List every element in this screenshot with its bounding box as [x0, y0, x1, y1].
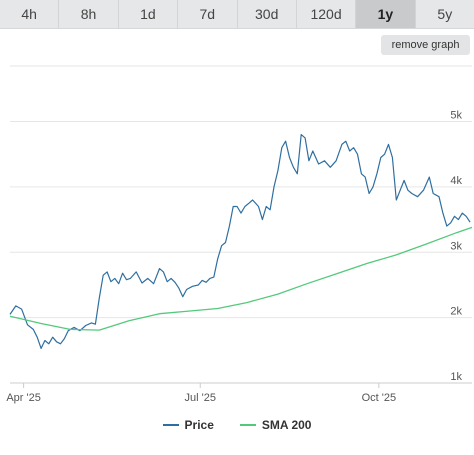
tab-120d[interactable]: 120d: [297, 0, 357, 28]
tab-7d[interactable]: 7d: [178, 0, 238, 28]
tab-8h[interactable]: 8h: [59, 0, 119, 28]
tab-5y[interactable]: 5y: [437, 6, 453, 22]
chart-legend: Price SMA 200: [0, 418, 474, 432]
tab-4h[interactable]: 4h: [0, 0, 60, 28]
x-tick-label: Apr '25: [6, 392, 41, 404]
sma-swatch: [239, 424, 256, 426]
y-tick-label: 3k: [450, 240, 462, 252]
price-chart: 1k 2k 3k 4k 5k Apr '25 Jul '25 Oct '25: [6, 65, 473, 404]
tab-30d[interactable]: 30d: [238, 0, 297, 28]
x-tick-label: Oct '25: [362, 392, 397, 404]
x-tick-label: Jul '25: [185, 392, 216, 404]
y-tick-label: 2k: [450, 306, 462, 318]
legend-item-sma[interactable]: SMA 200: [239, 418, 312, 432]
y-tick-label: 5k: [450, 110, 462, 122]
remove-graph-button[interactable]: remove graph: [381, 35, 470, 55]
sma-200-line: [9, 226, 473, 331]
tab-1d[interactable]: 1d: [119, 0, 179, 28]
price-swatch: [162, 424, 179, 426]
tab-1y[interactable]: 1y: [356, 0, 416, 28]
y-tick-label: 1k: [450, 371, 462, 383]
legend-sma-label: SMA 200: [261, 418, 312, 432]
legend-price-label: Price: [184, 418, 214, 432]
y-tick-label: 4k: [450, 175, 462, 187]
price-line: [9, 134, 471, 349]
legend-item-price[interactable]: Price: [162, 418, 214, 432]
time-range-tabs: 4h 8h 1d 7d 30d 120d 1y 5y: [0, 0, 474, 29]
